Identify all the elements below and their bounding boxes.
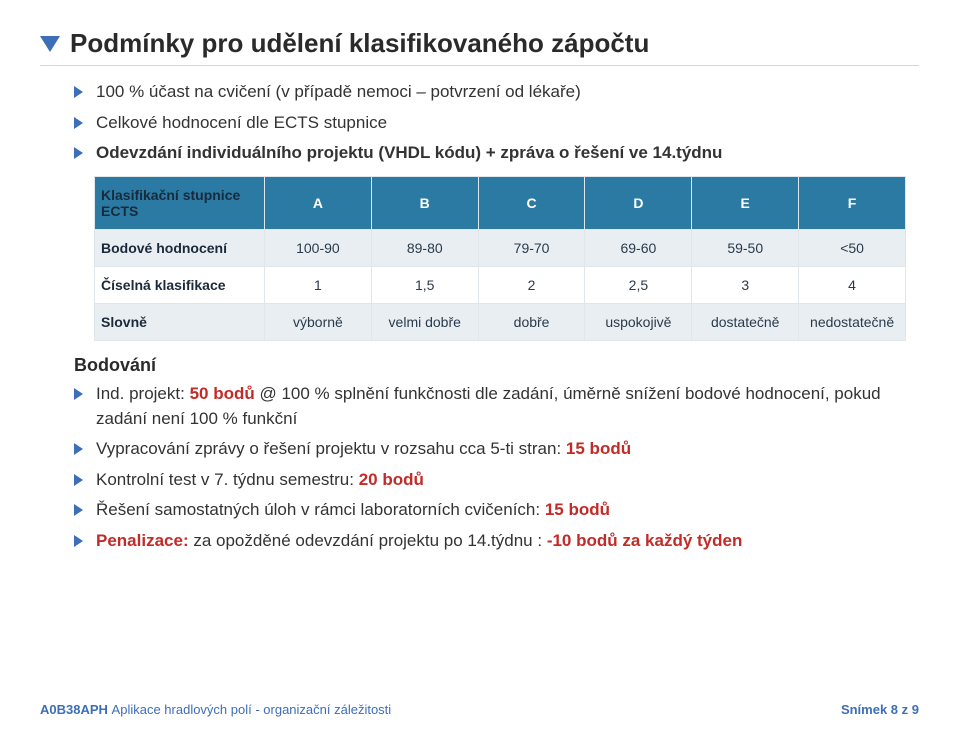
- slide-title: Podmínky pro udělení klasifikovaného záp…: [70, 28, 649, 59]
- table-cell: uspokojivě: [585, 303, 692, 340]
- page-label: Snímek 8: [841, 702, 898, 717]
- scoring-highlight-2: -10 bodů za každý týden: [547, 531, 743, 550]
- scoring-highlight: 50 bodů: [190, 384, 255, 403]
- intro-item-text: Celkové hodnocení dle ECTS stupnice: [96, 113, 387, 132]
- intro-item: Odevzdání individuálního projektu (VHDL …: [74, 141, 919, 166]
- table-cell: dostatečně: [692, 303, 799, 340]
- course-code: A0B38APH: [40, 702, 108, 717]
- table-row: Slovně výborně velmi dobře dobře uspokoj…: [95, 303, 906, 340]
- footer-right: Snímek 8 z 9: [841, 702, 919, 717]
- table-rowhead: Číselná klasifikace: [95, 266, 265, 303]
- intro-item-strong: Odevzdání individuálního projektu (VHDL …: [96, 143, 722, 162]
- table-header-cell: E: [692, 176, 799, 229]
- footer-left: A0B38APH Aplikace hradlových polí - orga…: [40, 702, 391, 717]
- table-header-cell: D: [585, 176, 692, 229]
- table-cell: velmi dobře: [371, 303, 478, 340]
- table-cell: 1: [265, 266, 372, 303]
- scoring-highlight: 20 bodů: [359, 470, 424, 489]
- intro-item: 100 % účast na cvičení (v případě nemoci…: [74, 80, 919, 105]
- table-header-cell: F: [799, 176, 906, 229]
- title-rule: [40, 65, 919, 66]
- table-header-cell: B: [371, 176, 478, 229]
- table-cell: 3: [692, 266, 799, 303]
- scoring-highlight: 15 bodů: [545, 500, 610, 519]
- slide-title-row: Podmínky pro udělení klasifikovaného záp…: [40, 28, 919, 59]
- table-cell: 89-80: [371, 229, 478, 266]
- scoring-item: Ind. projekt: 50 bodů @ 100 % splnění fu…: [74, 382, 919, 431]
- intro-list: 100 % účast na cvičení (v případě nemoci…: [40, 80, 919, 166]
- scoring-item: Penalizace: za opožděné odevzdání projek…: [74, 529, 919, 554]
- table-cell: <50: [799, 229, 906, 266]
- scoring-heading: Bodování: [74, 355, 919, 376]
- table-header-cell: Klasifikační stupnice ECTS: [95, 176, 265, 229]
- scoring-pre: Ind. projekt:: [96, 384, 190, 403]
- table-cell: 69-60: [585, 229, 692, 266]
- course-title: Aplikace hradlových polí - organizační z…: [112, 702, 392, 717]
- intro-item: Celkové hodnocení dle ECTS stupnice: [74, 111, 919, 136]
- intro-item-text: 100 % účast na cvičení (v případě nemoci…: [96, 82, 581, 101]
- scoring-item: Kontrolní test v 7. týdnu semestru: 20 b…: [74, 468, 919, 493]
- table-cell: 2,5: [585, 266, 692, 303]
- table-rowhead: Bodové hodnocení: [95, 229, 265, 266]
- table-cell: 1,5: [371, 266, 478, 303]
- table-cell: 59-50: [692, 229, 799, 266]
- scoring-item: Řešení samostatných úloh v rámci laborat…: [74, 498, 919, 523]
- table-cell: 79-70: [478, 229, 585, 266]
- page-total: z 9: [898, 702, 919, 717]
- table-header-cell: A: [265, 176, 372, 229]
- table-cell: dobře: [478, 303, 585, 340]
- table-header-cell: C: [478, 176, 585, 229]
- ects-table-wrap: Klasifikační stupnice ECTS A B C D E F B…: [94, 176, 906, 341]
- table-header-row: Klasifikační stupnice ECTS A B C D E F: [95, 176, 906, 229]
- scoring-highlight: 15 bodů: [566, 439, 631, 458]
- scoring-pre: Vypracování zprávy o řešení projektu v r…: [96, 439, 566, 458]
- scoring-post-pre: za opožděné odevzdání projektu po 14.týd…: [193, 531, 546, 550]
- table-rowhead: Slovně: [95, 303, 265, 340]
- table-cell: výborně: [265, 303, 372, 340]
- scoring-list: Ind. projekt: 50 bodů @ 100 % splnění fu…: [40, 382, 919, 554]
- ects-table: Klasifikační stupnice ECTS A B C D E F B…: [94, 176, 906, 341]
- table-body: Bodové hodnocení 100-90 89-80 79-70 69-6…: [95, 229, 906, 340]
- table-row: Číselná klasifikace 1 1,5 2 2,5 3 4: [95, 266, 906, 303]
- scoring-item: Vypracování zprávy o řešení projektu v r…: [74, 437, 919, 462]
- slide-footer: A0B38APH Aplikace hradlových polí - orga…: [40, 702, 919, 717]
- table-cell: 2: [478, 266, 585, 303]
- table-cell: nedostatečně: [799, 303, 906, 340]
- scoring-pre: Řešení samostatných úloh v rámci laborat…: [96, 500, 545, 519]
- title-triangle-icon: [40, 36, 60, 52]
- table-cell: 4: [799, 266, 906, 303]
- table-row: Bodové hodnocení 100-90 89-80 79-70 69-6…: [95, 229, 906, 266]
- table-cell: 100-90: [265, 229, 372, 266]
- scoring-pre: Kontrolní test v 7. týdnu semestru:: [96, 470, 359, 489]
- scoring-highlight: Penalizace:: [96, 531, 193, 550]
